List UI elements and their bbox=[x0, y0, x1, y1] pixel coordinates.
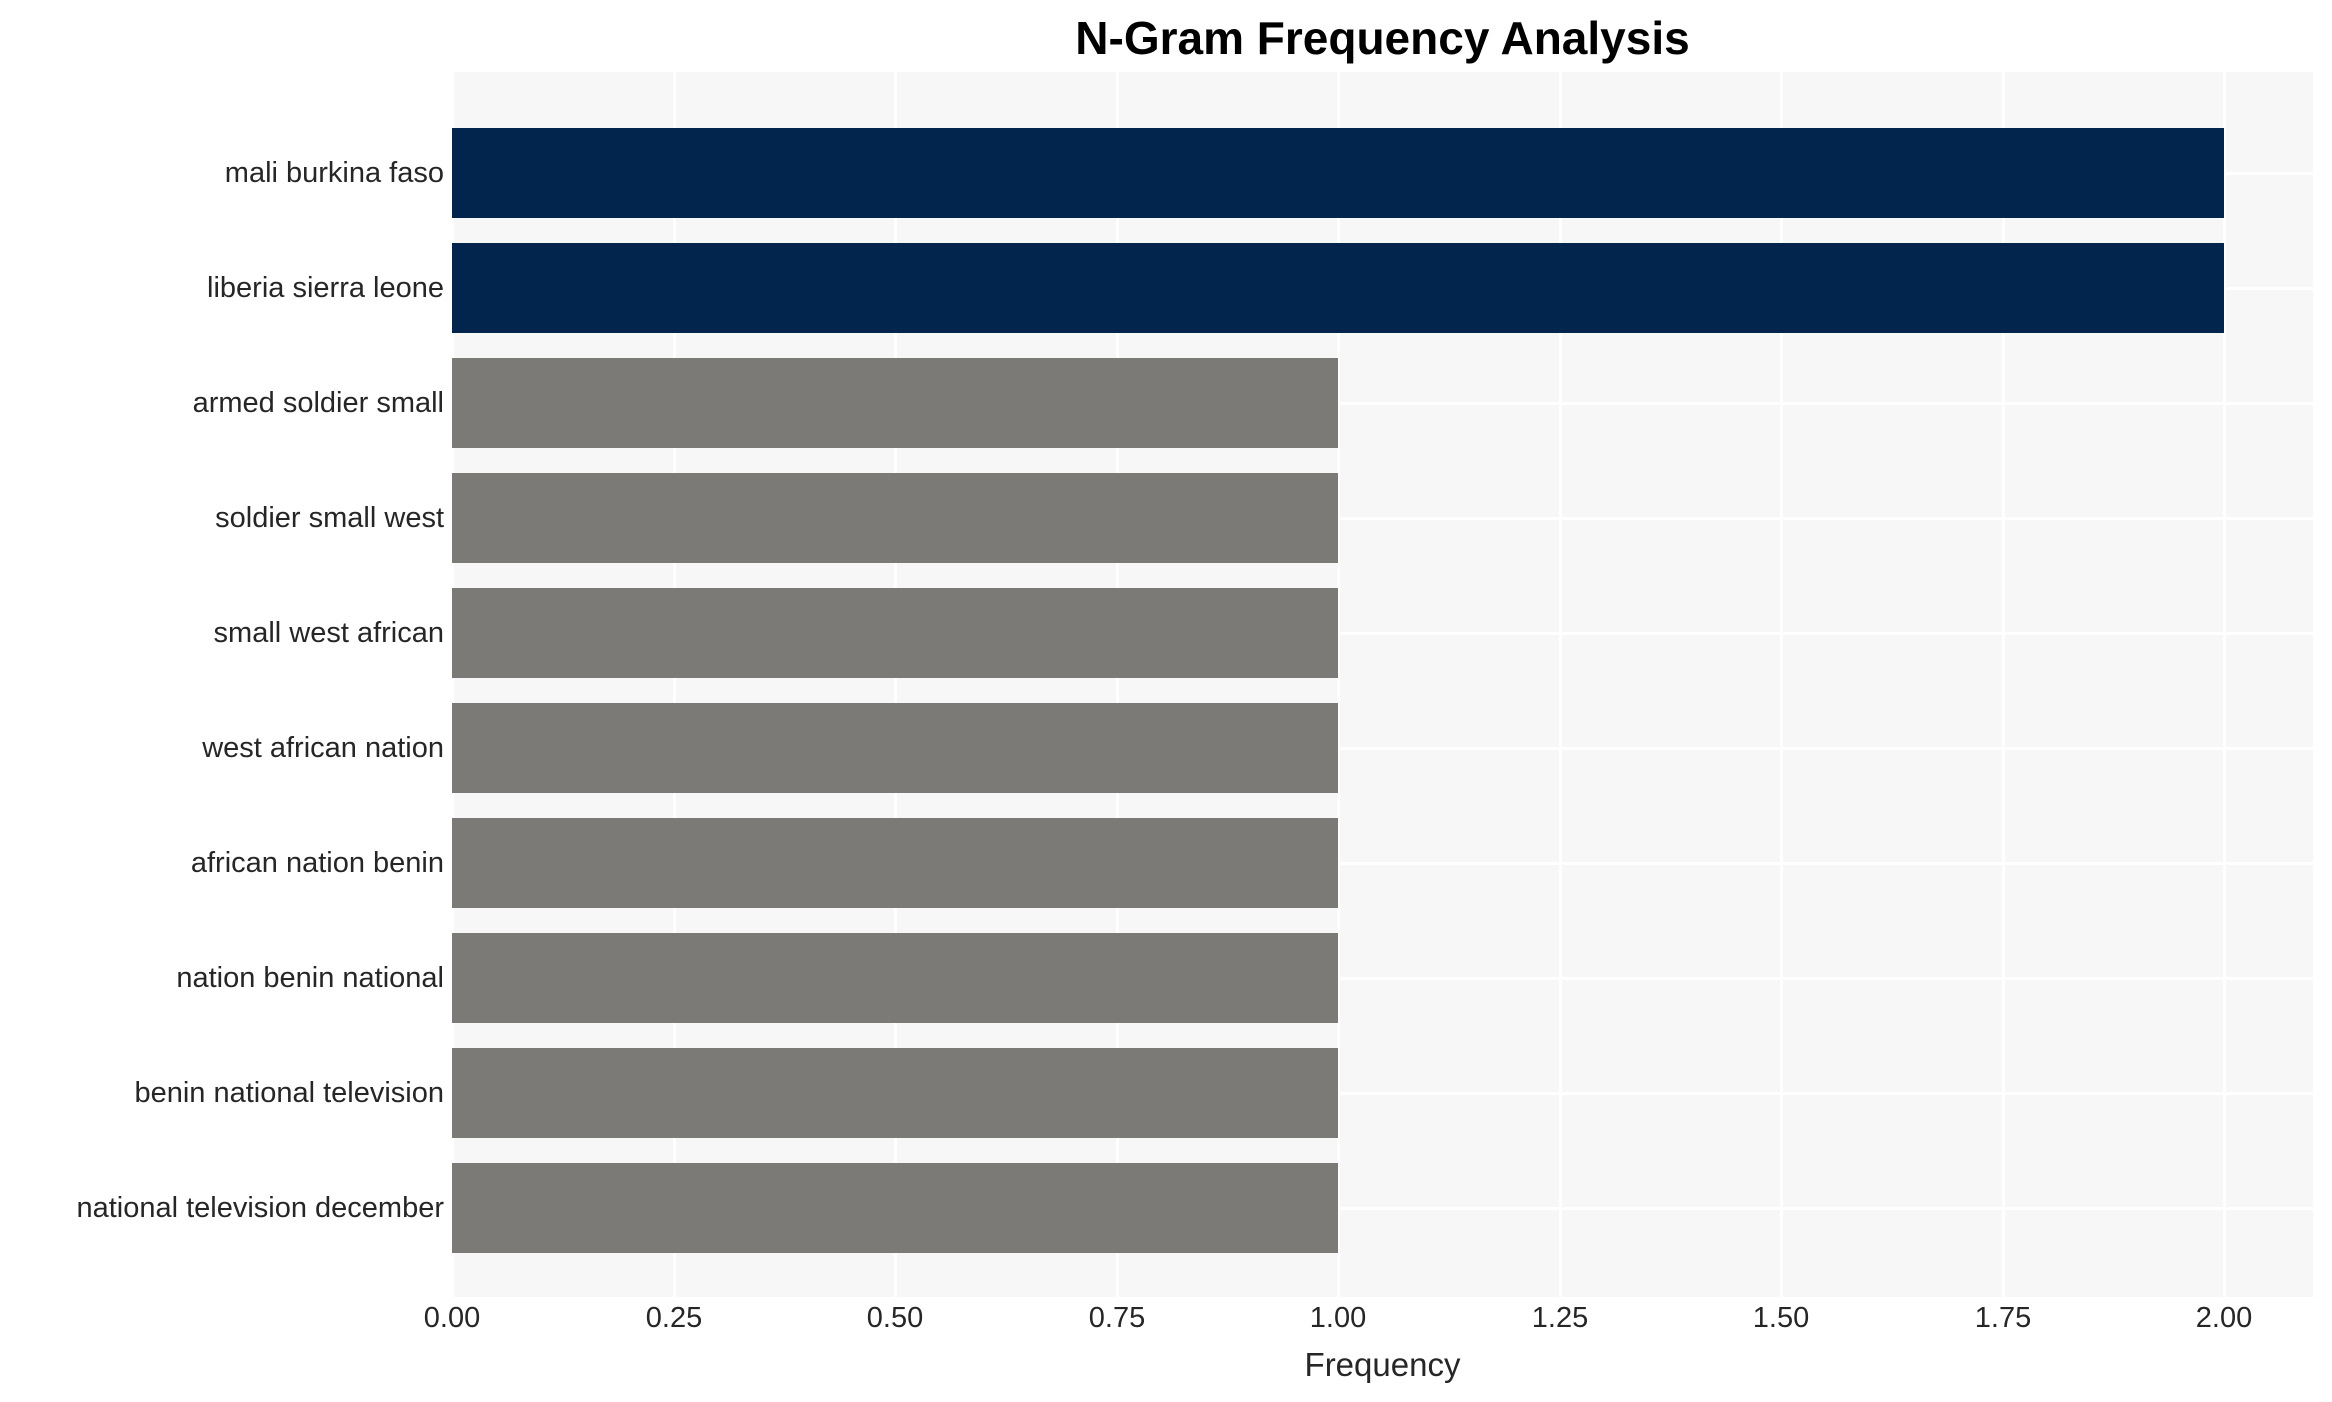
x-tick-label: 1.00 bbox=[1309, 1302, 1367, 1334]
x-tick-label: 0.00 bbox=[423, 1302, 481, 1334]
bar bbox=[452, 933, 1338, 1023]
y-tick-label: african nation benin bbox=[190, 847, 444, 879]
x-tick-label: 2.00 bbox=[2195, 1302, 2253, 1334]
y-tick-label: west african nation bbox=[202, 732, 444, 764]
y-tick-label: liberia sierra leone bbox=[207, 272, 444, 304]
x-tick-label: 0.50 bbox=[866, 1302, 924, 1334]
gridline-vertical bbox=[894, 72, 897, 1297]
x-tick-label: 0.75 bbox=[1088, 1302, 1146, 1334]
bar bbox=[452, 1163, 1338, 1253]
gridline-vertical bbox=[1337, 72, 1340, 1297]
gridline-vertical bbox=[1116, 72, 1119, 1297]
y-tick-label: nation benin national bbox=[176, 962, 444, 994]
x-axis-label: Frequency bbox=[1304, 1346, 1461, 1383]
y-tick-label: national television december bbox=[76, 1192, 444, 1224]
y-tick-label: mali burkina faso bbox=[224, 157, 444, 189]
bar bbox=[452, 703, 1338, 793]
x-tick-label: 1.50 bbox=[1752, 1302, 1810, 1334]
bar bbox=[452, 588, 1338, 678]
y-tick-label: armed soldier small bbox=[192, 387, 444, 419]
y-tick-label: benin national television bbox=[134, 1077, 444, 1109]
bar bbox=[452, 1048, 1338, 1138]
gridline-horizontal bbox=[452, 1092, 2313, 1095]
gridline-vertical bbox=[451, 72, 454, 1297]
x-tick-label: 0.25 bbox=[645, 1302, 703, 1334]
plot-area bbox=[451, 72, 2313, 1297]
gridline-vertical bbox=[673, 72, 676, 1297]
gridline-vertical bbox=[2002, 72, 2005, 1297]
gridline-horizontal bbox=[452, 977, 2313, 980]
gridline-horizontal bbox=[452, 517, 2313, 520]
y-tick-label: soldier small west bbox=[215, 502, 444, 534]
gridline-vertical bbox=[2223, 72, 2226, 1297]
bar bbox=[452, 473, 1338, 563]
gridline-horizontal bbox=[452, 632, 2313, 635]
bar bbox=[452, 358, 1338, 448]
gridline-horizontal bbox=[452, 1207, 2313, 1210]
bar bbox=[452, 128, 2224, 218]
gridline-horizontal bbox=[452, 402, 2313, 405]
y-tick-label: small west african bbox=[213, 617, 444, 649]
gridline-vertical bbox=[1559, 72, 1562, 1297]
gridline-horizontal bbox=[452, 747, 2313, 750]
bar bbox=[452, 243, 2224, 333]
gridline-horizontal bbox=[452, 862, 2313, 865]
gridline-vertical bbox=[1780, 72, 1783, 1297]
bar bbox=[452, 818, 1338, 908]
x-tick-label: 1.75 bbox=[1974, 1302, 2032, 1334]
x-tick-label: 1.25 bbox=[1531, 1302, 1589, 1334]
chart-title: N-Gram Frequency Analysis bbox=[1075, 12, 1690, 64]
